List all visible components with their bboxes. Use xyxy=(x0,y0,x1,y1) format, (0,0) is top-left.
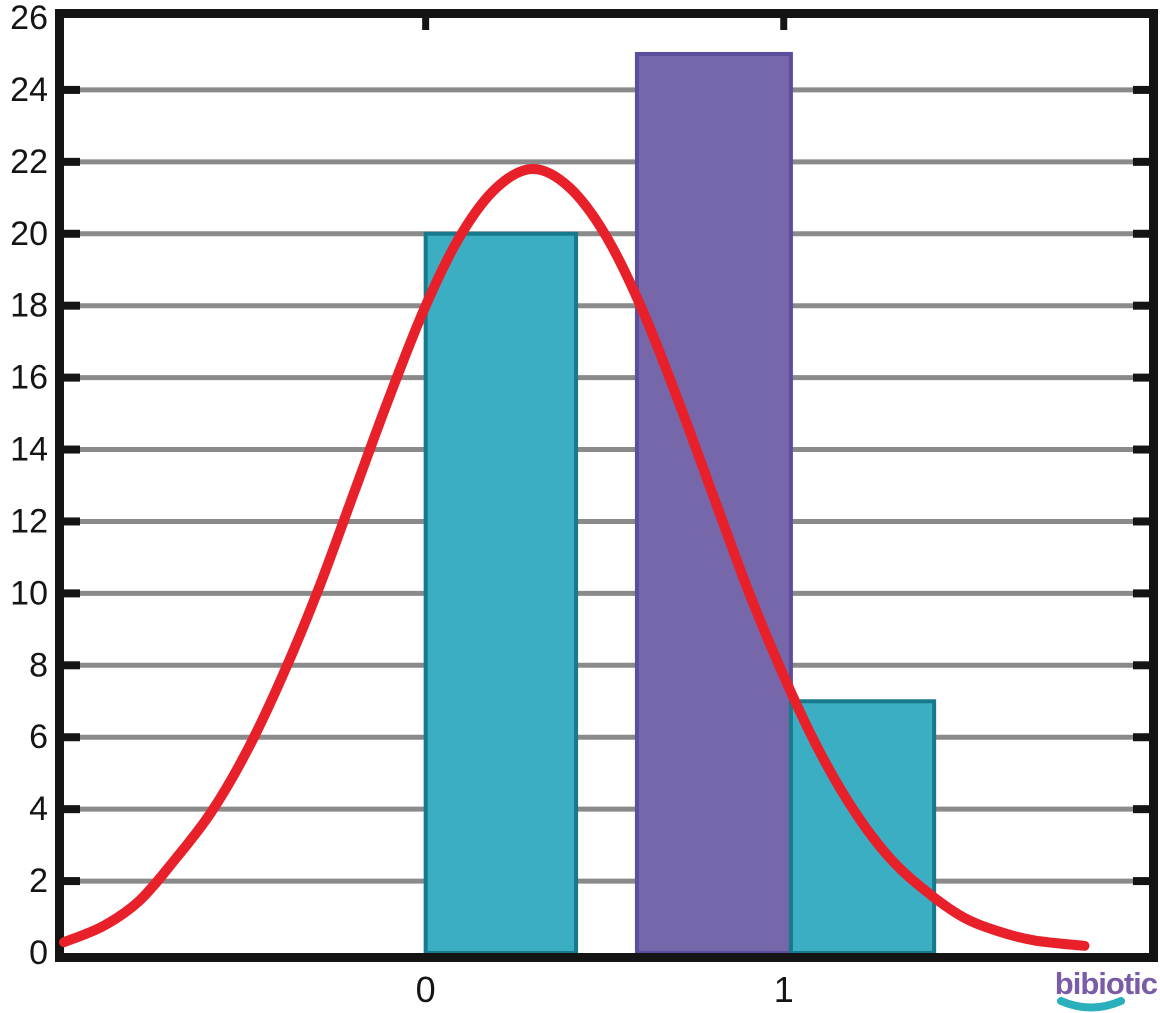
y-tick-label: 20 xyxy=(10,215,48,253)
y-tick-label: 16 xyxy=(10,359,48,397)
plot-border xyxy=(55,9,1158,962)
y-tick-label: 6 xyxy=(29,718,48,756)
x-tick-label: 1 xyxy=(774,969,794,1010)
distribution-fit-curve xyxy=(59,164,1090,951)
y-tick-label: 4 xyxy=(29,790,48,828)
brand-logo-text: bibiotic xyxy=(1054,966,1158,1001)
y-tick-label: 14 xyxy=(10,431,48,469)
y-tick-label: 0 xyxy=(29,934,48,972)
y-tick-label: 10 xyxy=(10,574,48,612)
y-tick-label: 2 xyxy=(29,862,48,900)
brand-smile-icon xyxy=(1057,997,1125,1012)
y-tick-label: 22 xyxy=(10,143,48,181)
x-tick-label: 0 xyxy=(416,969,436,1010)
y-tick-label: 18 xyxy=(10,287,48,325)
brand-logo: bibiotic xyxy=(1025,966,1158,1013)
y-tick-label: 24 xyxy=(10,71,48,109)
y-tick-label: 26 xyxy=(10,0,48,37)
y-tick-label: 8 xyxy=(29,646,48,684)
bar-bin-0 xyxy=(423,231,579,955)
y-tick-label: 12 xyxy=(10,502,48,540)
